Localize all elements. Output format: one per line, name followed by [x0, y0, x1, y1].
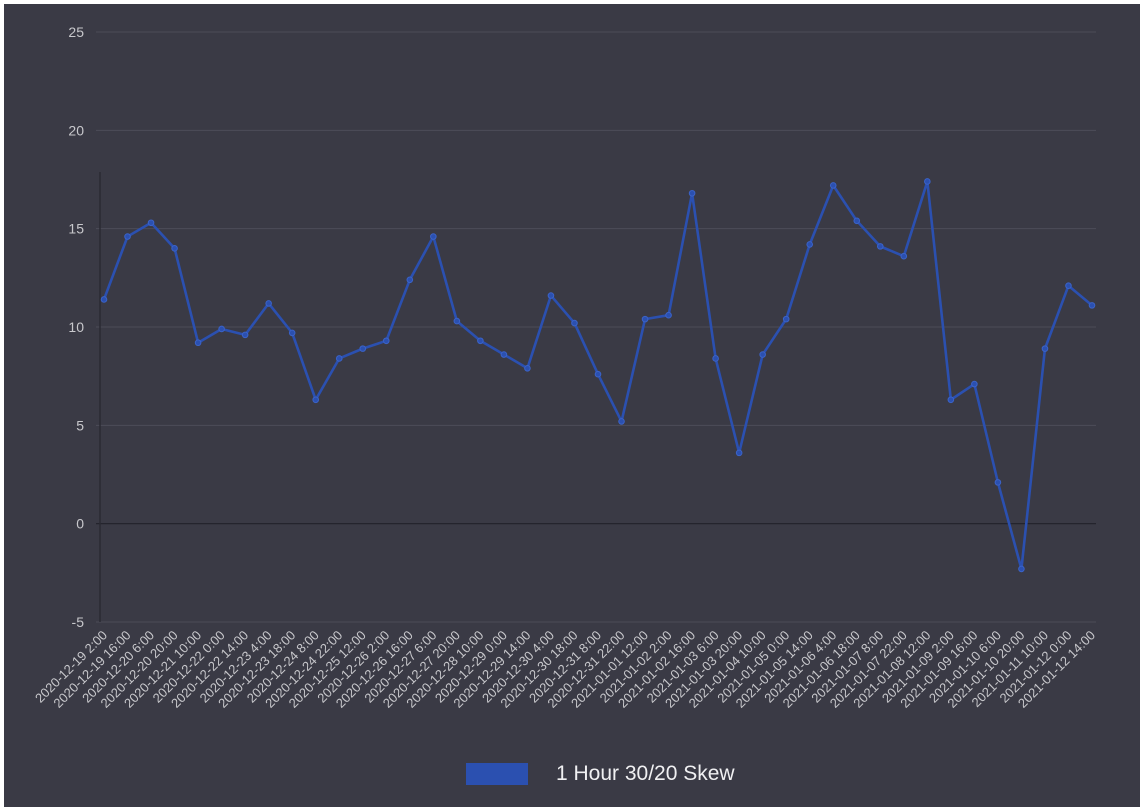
chart-panel: 25 20 15 10 5 0 -5 2020-12-19 2:00 2020-12-19 1… — [4, 4, 1140, 807]
data-point[interactable] — [971, 380, 978, 388]
data-point[interactable] — [547, 292, 555, 299]
data-point[interactable] — [500, 351, 508, 358]
y-tick-label: 25 — [68, 24, 84, 40]
data-point[interactable] — [994, 479, 1002, 486]
data-point[interactable] — [571, 319, 578, 327]
data-point[interactable] — [947, 396, 955, 404]
data-point[interactable] — [430, 233, 437, 240]
y-axis-ticks: 25 20 15 10 5 0 -5 — [68, 24, 84, 630]
data-point[interactable] — [147, 219, 155, 227]
data-point[interactable] — [265, 300, 272, 307]
data-point[interactable] — [1088, 302, 1096, 309]
data-point[interactable] — [241, 331, 249, 339]
data-point[interactable] — [688, 189, 696, 197]
legend-label[interactable]: 1 Hour 30/20 Skew — [556, 762, 735, 785]
series-layer — [100, 178, 1096, 573]
data-point[interactable] — [618, 418, 625, 425]
data-point[interactable] — [382, 337, 390, 345]
data-point[interactable] — [782, 315, 790, 323]
y-tick-label: 20 — [68, 122, 84, 138]
gridlines — [96, 31, 1096, 623]
data-point[interactable] — [665, 311, 672, 319]
data-point[interactable] — [1018, 565, 1025, 573]
data-point[interactable] — [712, 355, 719, 362]
data-point[interactable] — [312, 396, 320, 404]
data-point[interactable] — [524, 365, 531, 372]
data-point[interactable] — [124, 233, 131, 240]
data-point[interactable] — [406, 276, 414, 284]
legend-swatch[interactable] — [466, 763, 528, 785]
data-point[interactable] — [288, 329, 296, 337]
data-point[interactable] — [876, 243, 884, 250]
data-point[interactable] — [806, 241, 814, 248]
data-point[interactable] — [218, 325, 225, 333]
data-point[interactable] — [100, 296, 108, 303]
data-point[interactable] — [453, 317, 461, 325]
data-point[interactable] — [1041, 345, 1049, 352]
y-tick-label: 0 — [76, 516, 84, 532]
y-tick-label: 5 — [76, 417, 84, 433]
data-point[interactable] — [641, 315, 649, 323]
data-point[interactable] — [759, 351, 766, 358]
data-point[interactable] — [171, 245, 178, 252]
data-point[interactable] — [359, 345, 367, 352]
data-point[interactable] — [594, 370, 602, 378]
data-point[interactable] — [477, 337, 484, 345]
data-point[interactable] — [335, 355, 343, 362]
legend[interactable]: 1 Hour 30/20 Skew — [466, 762, 735, 786]
data-point[interactable] — [900, 252, 908, 260]
data-point[interactable] — [1065, 282, 1072, 290]
data-point[interactable] — [735, 449, 743, 457]
y-tick-label: 15 — [68, 221, 84, 237]
data-point[interactable] — [924, 178, 931, 185]
data-point[interactable] — [194, 339, 202, 347]
data-point[interactable] — [829, 182, 837, 189]
y-tick-label: -5 — [72, 614, 85, 630]
y-tick-label: 10 — [68, 319, 84, 335]
data-point[interactable] — [853, 217, 861, 225]
